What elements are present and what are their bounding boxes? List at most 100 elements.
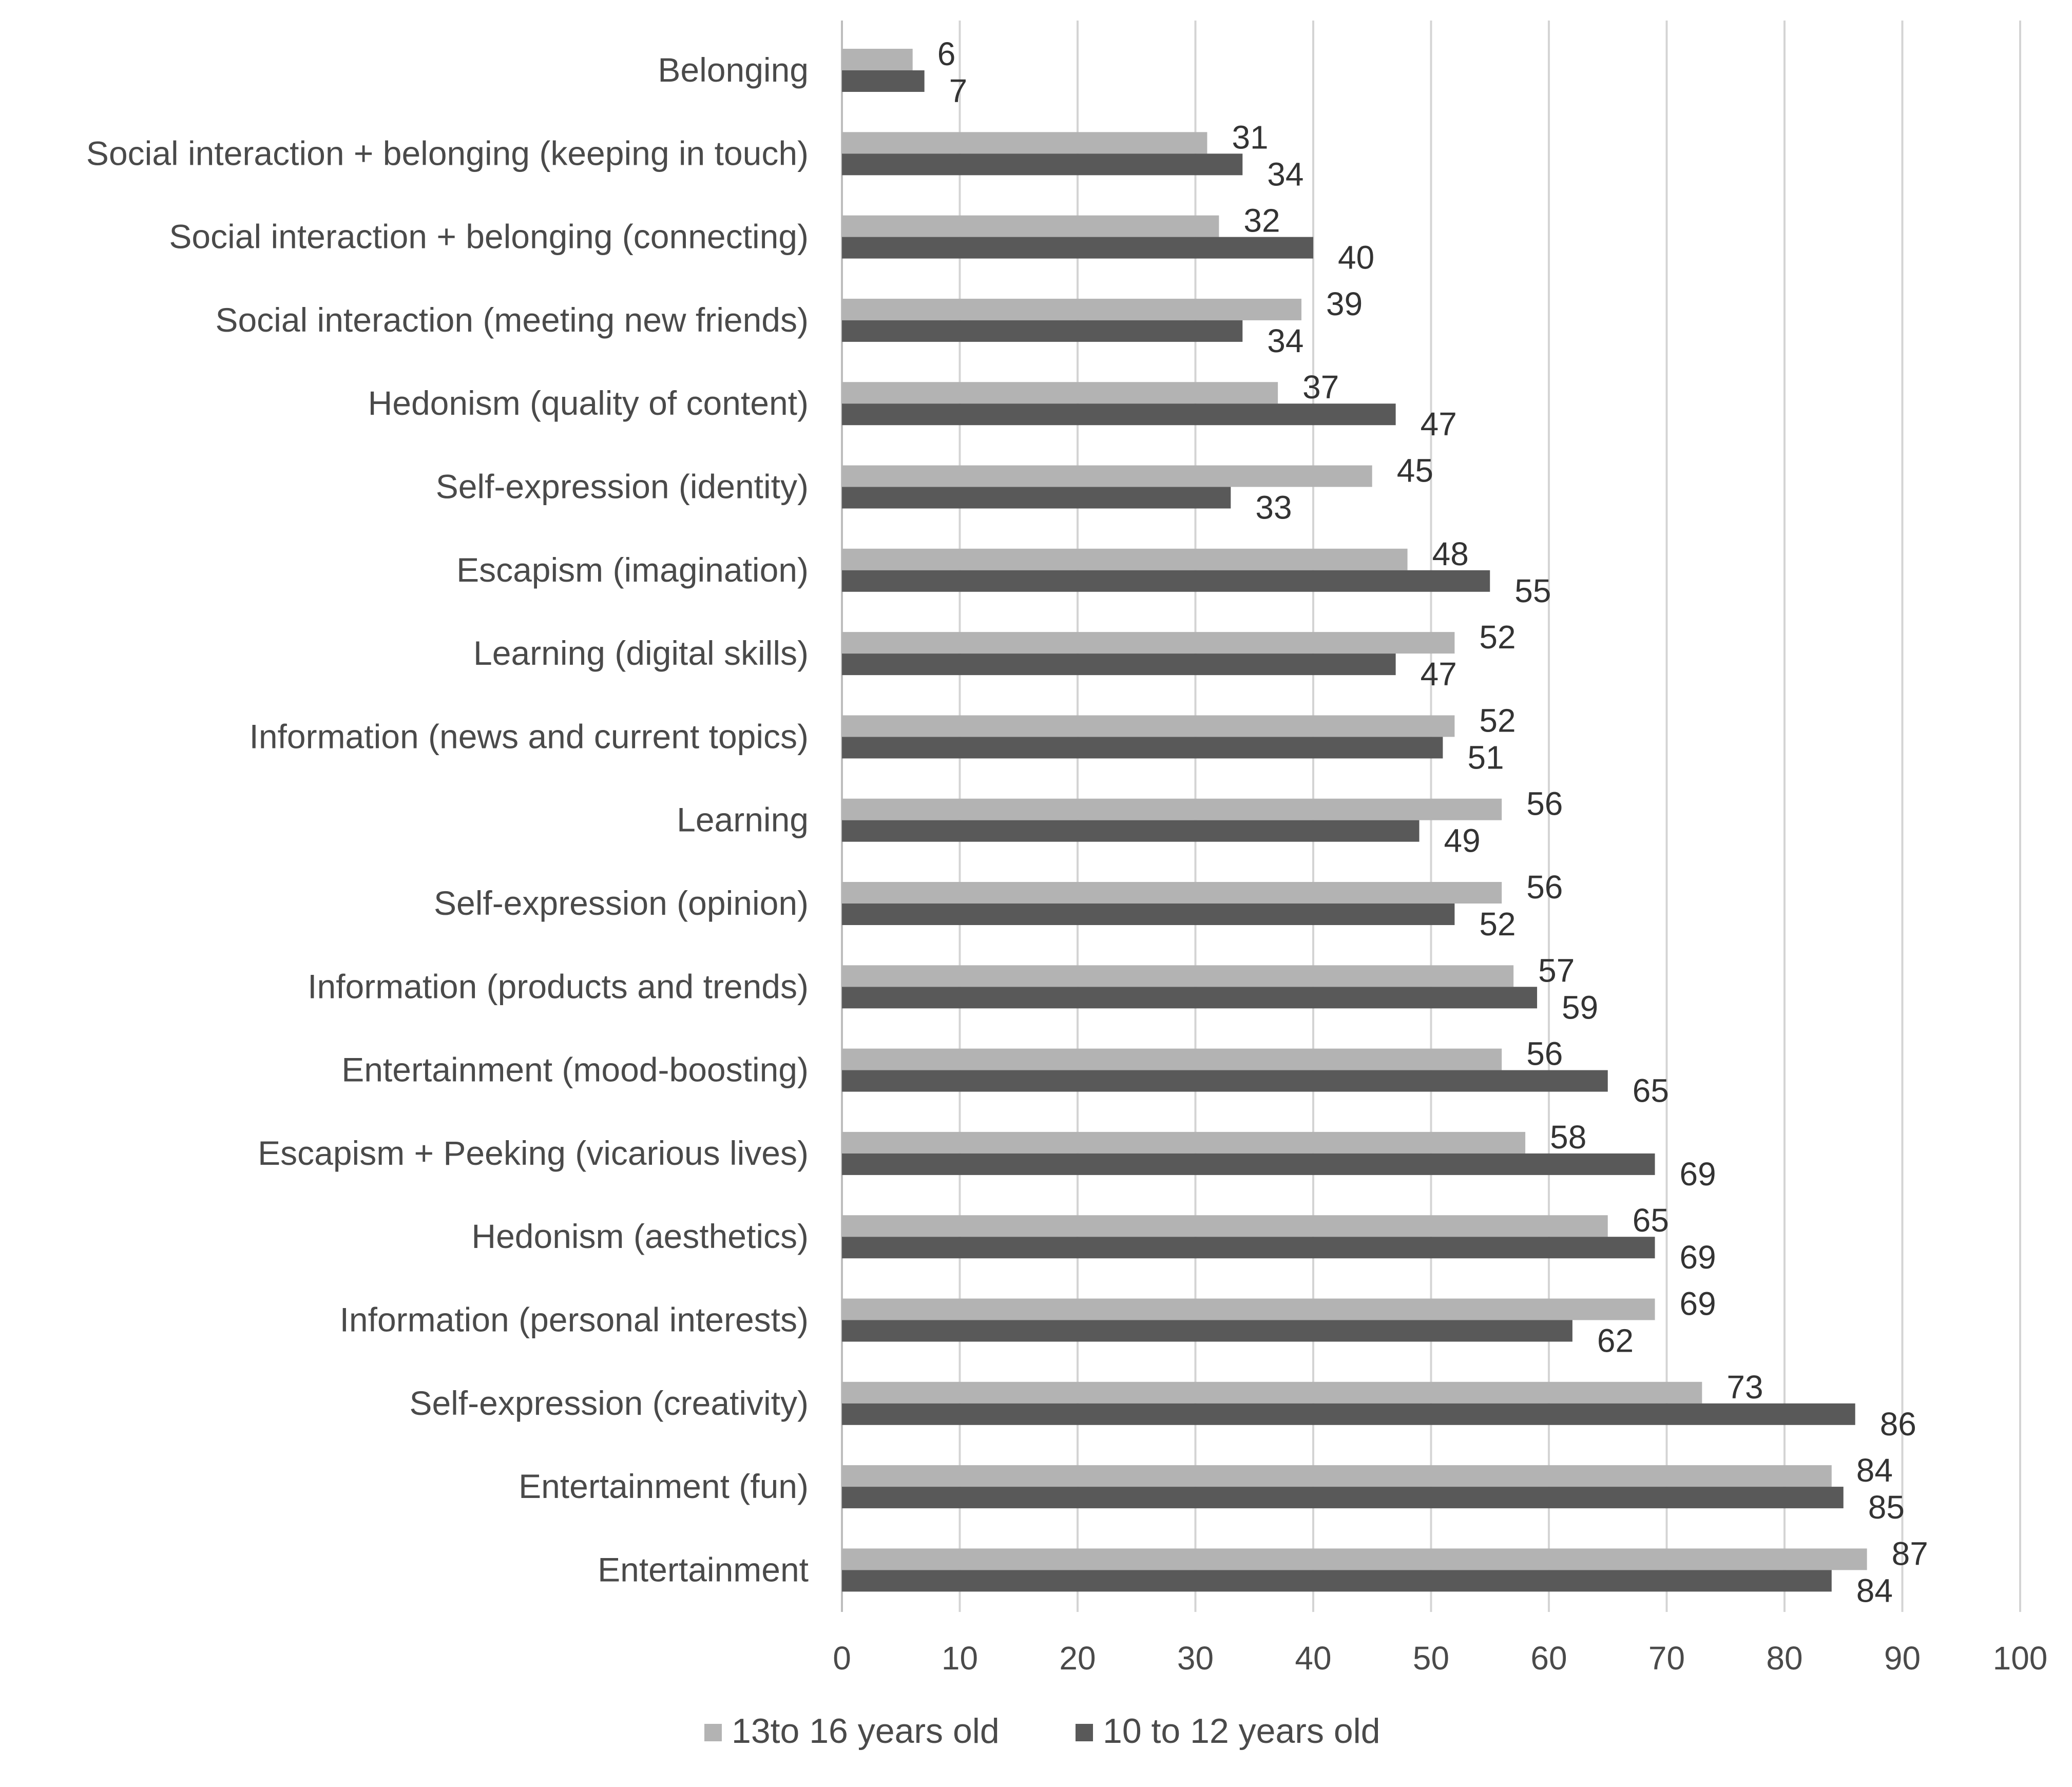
category-label: Entertainment (fun): [519, 1467, 809, 1505]
category-label: Belonging: [658, 51, 809, 89]
data-label-10-12: 62: [1597, 1322, 1634, 1359]
data-label-10-12: 49: [1444, 822, 1481, 859]
bar-13-16: [842, 548, 1408, 570]
bar-13-16: [842, 882, 1502, 904]
bar-10-12: [842, 320, 1243, 342]
data-label-13-16: 57: [1538, 952, 1575, 989]
category-label: Information (personal interests): [340, 1301, 809, 1339]
bar-13-16: [842, 49, 913, 70]
bar-13-16: [842, 798, 1502, 820]
bar-10-12: [842, 487, 1231, 509]
data-label-10-12: 51: [1467, 739, 1504, 776]
bar-10-12: [842, 1237, 1655, 1259]
bar-13-16: [842, 1548, 1867, 1570]
legend-label-13-16: 13to 16 years old: [732, 1712, 1000, 1751]
data-label-13-16: 37: [1302, 369, 1339, 406]
bar-10-12: [842, 1153, 1655, 1175]
x-tick-label: 90: [1884, 1640, 1921, 1677]
bar-10-12: [842, 1403, 1855, 1425]
data-label-13-16: 58: [1550, 1119, 1586, 1156]
legend-swatch-10-12: [1076, 1724, 1093, 1741]
data-label-10-12: 47: [1421, 656, 1457, 693]
data-label-10-12: 69: [1680, 1156, 1716, 1193]
category-label: Social interaction + belonging (connecti…: [169, 218, 809, 256]
category-label: Information (news and current topics): [250, 717, 809, 755]
category-label: Escapism + Peeking (vicarious lives): [258, 1134, 809, 1172]
data-label-10-12: 86: [1880, 1406, 1916, 1443]
bar-13-16: [842, 632, 1455, 654]
data-label-13-16: 69: [1680, 1285, 1716, 1322]
bar-13-16: [842, 1298, 1655, 1320]
bar-13-16: [842, 215, 1219, 237]
legend-swatch-13-16: [704, 1724, 722, 1741]
category-label: Learning: [677, 801, 809, 839]
bar-10-12: [842, 654, 1396, 676]
bars: [842, 49, 1867, 1592]
bar-10-12: [842, 570, 1490, 592]
category-label: Entertainment: [598, 1550, 809, 1588]
bar-10-12: [842, 1487, 1844, 1509]
bar-13-16: [842, 1381, 1702, 1404]
data-label-10-12: 84: [1856, 1572, 1893, 1609]
bar-10-12: [842, 904, 1455, 925]
data-label-13-16: 73: [1726, 1369, 1763, 1406]
bar-10-12: [842, 153, 1243, 176]
category-label: Self-expression (opinion): [434, 884, 809, 922]
category-label: Escapism (imagination): [456, 551, 809, 589]
data-label-13-16: 45: [1397, 452, 1433, 489]
data-label-13-16: 56: [1526, 869, 1563, 906]
bar-10-12: [842, 403, 1396, 426]
category-label: Learning (digital skills): [473, 634, 809, 672]
bar-13-16: [842, 465, 1372, 487]
data-label-13-16: 52: [1479, 619, 1515, 656]
data-label-13-16: 52: [1479, 702, 1515, 739]
bar-10-12: [842, 1570, 1832, 1592]
bar-10-12: [842, 737, 1443, 759]
x-tick-label: 40: [1295, 1640, 1331, 1677]
category-label: Self-expression (identity): [436, 468, 809, 506]
legend: 13to 16 years old 10 to 12 years old: [704, 1712, 1380, 1751]
data-label-10-12: 33: [1255, 489, 1292, 526]
x-tick-label: 30: [1177, 1640, 1214, 1677]
bar-13-16: [842, 1465, 1832, 1487]
x-tick-label: 0: [833, 1640, 851, 1677]
x-tick-label: 50: [1413, 1640, 1449, 1677]
bar-13-16: [842, 382, 1278, 404]
category-label: Information (products and trends): [308, 967, 809, 1005]
data-label-13-16: 87: [1892, 1535, 1928, 1572]
bar-13-16: [842, 1048, 1502, 1070]
data-label-13-16: 39: [1326, 285, 1363, 322]
x-tick-label: 10: [942, 1640, 978, 1677]
category-label: Self-expression (creativity): [409, 1384, 809, 1422]
bar-13-16: [842, 132, 1207, 154]
x-tick-label: 100: [1993, 1640, 2048, 1677]
data-label-13-16: 65: [1633, 1202, 1669, 1239]
data-label-13-16: 48: [1432, 535, 1469, 572]
category-label: Entertainment (mood-boosting): [341, 1051, 809, 1089]
bar-13-16: [842, 1215, 1608, 1237]
data-label-10-12: 59: [1562, 989, 1598, 1026]
data-label-13-16: 31: [1232, 119, 1268, 156]
data-label-13-16: 6: [937, 35, 956, 72]
category-labels: Belonging Social interaction + belonging …: [86, 51, 809, 1588]
bar-13-16: [842, 965, 1514, 987]
x-tick-label: 70: [1648, 1640, 1685, 1677]
category-label: Hedonism (quality of content): [368, 384, 809, 422]
bar-10-12: [842, 987, 1538, 1009]
data-label-10-12: 7: [949, 72, 968, 109]
bar-10-12: [842, 820, 1419, 842]
bar-10-12: [842, 1070, 1608, 1092]
category-label: Hedonism (aesthetics): [471, 1217, 809, 1255]
data-label-10-12: 34: [1267, 156, 1303, 193]
x-tick-label: 20: [1059, 1640, 1096, 1677]
legend-label-10-12: 10 to 12 years old: [1103, 1712, 1380, 1751]
category-label: Social interaction (meeting new friends): [215, 301, 809, 339]
bar-13-16: [842, 298, 1302, 320]
x-tick-label: 60: [1530, 1640, 1567, 1677]
data-label-13-16: 56: [1526, 1035, 1563, 1072]
data-label-10-12: 40: [1338, 239, 1374, 276]
data-label-10-12: 34: [1267, 322, 1303, 359]
data-label-13-16: 56: [1526, 785, 1563, 822]
data-label-13-16: 84: [1856, 1452, 1893, 1489]
